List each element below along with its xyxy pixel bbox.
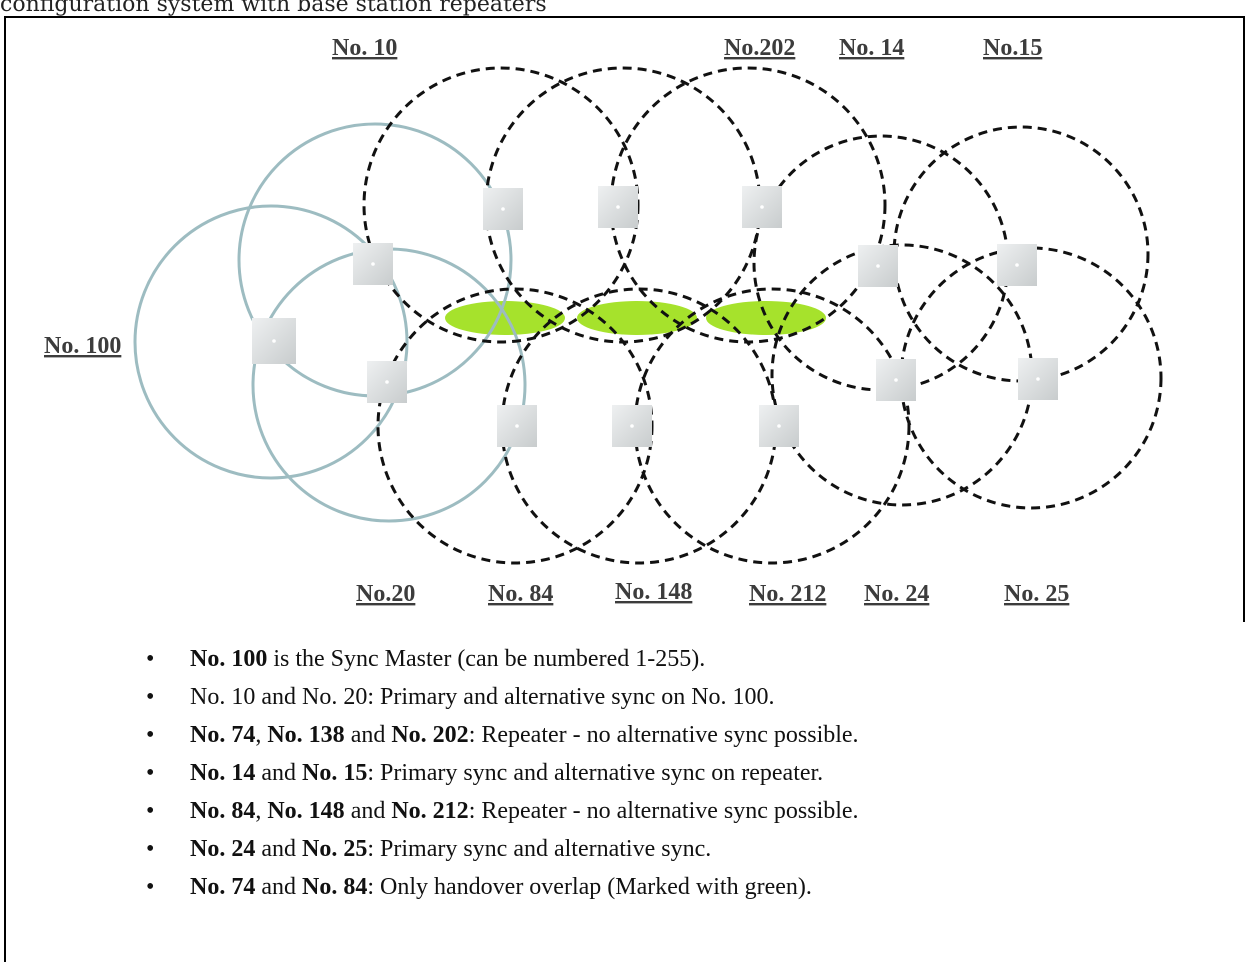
label-no20: No.20 <box>356 581 415 607</box>
list-item: • No. 24 and No. 25: Primary sync and alt… <box>146 830 859 868</box>
bullet-icon: • <box>146 646 155 672</box>
label-no10: No. 10 <box>332 35 397 61</box>
list-item-text: No. 10 and No. 20: Primary and alternati… <box>190 684 775 710</box>
top-caption: configuration system with base station r… <box>0 0 547 16</box>
list-item-bold: No. 74 <box>190 722 256 748</box>
base-station-icon <box>612 405 652 447</box>
label-no212: No. 212 <box>749 581 826 607</box>
node-labels: No. 10 No.202 No. 14 No.15 No. 100 No.20… <box>44 35 1069 607</box>
list-item-bold: No. 84 <box>190 798 256 824</box>
list-item-text: and <box>344 722 392 748</box>
coverage-circle-no100 <box>133 204 409 480</box>
list-item-text: : Only handover overlap (Marked with gre… <box>367 874 812 900</box>
list-item-text: and <box>255 874 302 900</box>
list-item-text: and <box>255 836 302 862</box>
label-no24: No. 24 <box>864 581 929 607</box>
base-station-icon <box>1018 358 1058 400</box>
list-item-text: is the Sync Master (can be numbered 1-25… <box>267 646 706 672</box>
overlap-ellipse-3 <box>706 301 826 335</box>
label-no100: No. 100 <box>44 333 121 359</box>
list-item-bold: No. 24 <box>190 836 256 862</box>
list-item: • No. 100 is the Sync Master (can be numb… <box>146 640 859 678</box>
list-item: • No. 14 and No. 15: Primary sync and alt… <box>146 754 859 792</box>
base-station-icon <box>598 186 638 228</box>
label-no14: No. 14 <box>839 35 904 61</box>
base-station-icon <box>367 361 407 403</box>
list-item-text: : Repeater - no alternative sync possibl… <box>468 798 859 824</box>
base-station-icon <box>483 188 523 230</box>
list-item-text: : Primary sync and alternative sync on r… <box>367 760 824 786</box>
list-item-bold: No. 14 <box>190 760 256 786</box>
list-item-text: : Repeater - no alternative sync possibl… <box>468 722 859 748</box>
list-item-text: , <box>255 722 268 748</box>
base-station-icon <box>742 186 782 228</box>
coverage-diagram: No. 10 No.202 No. 14 No.15 No. 100 No.20… <box>44 35 1163 607</box>
list-item-bold: No. 148 <box>267 798 345 824</box>
base-station-icon <box>759 405 799 447</box>
base-station-icon <box>858 245 898 287</box>
list-item-bold: No. 212 <box>391 798 469 824</box>
list-item-bold: No. 74 <box>190 874 256 900</box>
list-item-bold: No. 25 <box>302 836 368 862</box>
list-item-bold: No. 138 <box>267 722 345 748</box>
label-no148: No. 148 <box>615 579 692 605</box>
coverage-circle-no212 <box>633 287 911 565</box>
list-item: • No. 74, No. 138 and No. 202: Repeater -… <box>146 716 859 754</box>
list-item-text: , <box>255 798 268 824</box>
list-item-bold: No. 15 <box>302 760 368 786</box>
base-station-icon <box>353 243 393 285</box>
base-stations <box>252 186 1058 447</box>
base-station-icon <box>497 405 537 447</box>
base-station-icon <box>997 244 1037 286</box>
overlap-ellipse-2 <box>577 301 697 335</box>
bullet-icon: • <box>146 874 155 900</box>
list-item: • No. 10 and No. 20: Primary and alternat… <box>146 678 859 716</box>
frame-top-border <box>4 16 1245 18</box>
bullet-icon: • <box>146 836 155 862</box>
overlap-ellipse-1 <box>445 301 565 335</box>
list-item-text: and <box>344 798 392 824</box>
list-item: • No. 74 and No. 84: Only handover overla… <box>146 868 859 906</box>
label-no25: No. 25 <box>1004 581 1069 607</box>
frame-left-border <box>4 16 6 962</box>
overlap-ellipses <box>445 301 826 335</box>
explanation-list: • No. 100 is the Sync Master (can be numb… <box>146 640 859 906</box>
list-item-bold: No. 202 <box>391 722 469 748</box>
bullet-icon: • <box>146 760 155 786</box>
list-item-text: and <box>255 760 302 786</box>
label-no84: No. 84 <box>488 581 553 607</box>
base-station-icon <box>252 318 296 364</box>
label-no15: No.15 <box>983 35 1042 61</box>
bullet-icon: • <box>146 722 155 748</box>
list-item: • No. 84, No. 148 and No. 212: Repeater -… <box>146 792 859 830</box>
list-item-text: : Primary sync and alternative sync. <box>367 836 712 862</box>
bullet-icon: • <box>146 798 155 824</box>
list-item-bold: No. 84 <box>302 874 368 900</box>
base-station-icon <box>876 359 916 401</box>
list-item-bold: No. 100 <box>190 646 268 672</box>
frame-right-border <box>1243 16 1245 622</box>
label-no202: No.202 <box>724 35 795 61</box>
bullet-icon: • <box>146 684 155 710</box>
